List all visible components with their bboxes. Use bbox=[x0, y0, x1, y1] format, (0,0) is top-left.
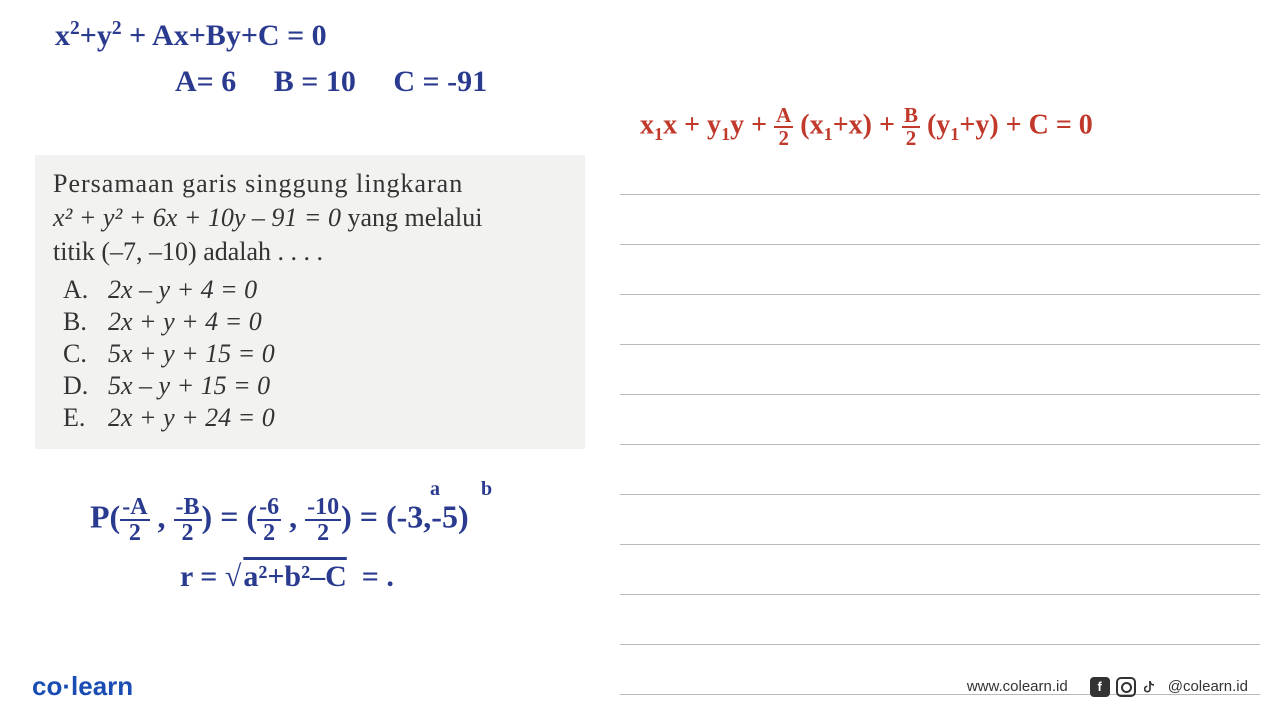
equation-coefficients: A= 6 B = 10 C = -91 bbox=[175, 65, 517, 99]
question-line1: Persamaan garis singgung lingkaran bbox=[53, 169, 567, 199]
ruled-line bbox=[620, 295, 1260, 345]
logo-learn: learn bbox=[71, 671, 133, 701]
logo: co·learn bbox=[32, 671, 133, 702]
answer-text: 2x + y + 24 = 0 bbox=[108, 403, 275, 433]
answer-label: D. bbox=[63, 371, 108, 401]
instagram-icon bbox=[1116, 677, 1136, 697]
answer-label: E. bbox=[63, 403, 108, 433]
coef-a: A= 6 bbox=[175, 65, 236, 98]
footer-url: www.colearn.id bbox=[967, 678, 1068, 695]
answer-a: A. 2x – y + 4 = 0 bbox=[63, 275, 567, 305]
answer-list: A. 2x – y + 4 = 0 B. 2x + y + 4 = 0 C. 5… bbox=[63, 275, 567, 433]
coef-c: C = -91 bbox=[393, 65, 487, 98]
ruled-line bbox=[620, 395, 1260, 445]
answer-b: B. 2x + y + 4 = 0 bbox=[63, 307, 567, 337]
answer-d: D. 5x – y + 15 = 0 bbox=[63, 371, 567, 401]
ruled-line bbox=[620, 195, 1260, 245]
answer-label: B. bbox=[63, 307, 108, 337]
answer-text: 5x – y + 15 = 0 bbox=[108, 371, 270, 401]
work-radius: r = √a²+b²–C = . bbox=[180, 560, 394, 594]
ruled-lines-area bbox=[620, 145, 1260, 695]
ruled-line bbox=[620, 445, 1260, 495]
social-handle: @colearn.id bbox=[1168, 678, 1248, 695]
answer-text: 5x + y + 15 = 0 bbox=[108, 339, 275, 369]
social-group: f @colearn.id bbox=[1090, 677, 1248, 697]
ruled-line bbox=[620, 595, 1260, 645]
answer-label: C. bbox=[63, 339, 108, 369]
ruled-line bbox=[620, 245, 1260, 295]
footer: co·learn www.colearn.id f @colearn.id bbox=[0, 671, 1280, 702]
answer-text: 2x – y + 4 = 0 bbox=[108, 275, 257, 305]
answer-label: A. bbox=[63, 275, 108, 305]
work-center: P(-A2 , -B2) = (-62 , -102) = (-3,-5) bbox=[90, 495, 469, 545]
logo-co: co bbox=[32, 671, 62, 701]
answer-e: E. 2x + y + 24 = 0 bbox=[63, 403, 567, 433]
ruled-line bbox=[620, 495, 1260, 545]
coef-b: B = 10 bbox=[274, 65, 356, 98]
equation-general-form: x2+y2 + Ax+By+C = 0 bbox=[55, 18, 327, 53]
ruled-line bbox=[620, 145, 1260, 195]
question-line2: x² + y² + 6x + 10y – 91 = 0 yang melalui bbox=[53, 203, 567, 233]
ruled-line bbox=[620, 545, 1260, 595]
question-line3: titik (–7, –10) adalah . . . . bbox=[53, 237, 567, 267]
answer-c: C. 5x + y + 15 = 0 bbox=[63, 339, 567, 369]
tiktok-icon bbox=[1142, 677, 1162, 697]
ruled-line bbox=[620, 345, 1260, 395]
answer-text: 2x + y + 4 = 0 bbox=[108, 307, 262, 337]
facebook-icon: f bbox=[1090, 677, 1110, 697]
tangent-formula: x1x + y1y + A2 (x1+x) + B2 (y1+y) + C = … bbox=[640, 105, 1093, 149]
question-box: Persamaan garis singgung lingkaran x² + … bbox=[35, 155, 585, 449]
